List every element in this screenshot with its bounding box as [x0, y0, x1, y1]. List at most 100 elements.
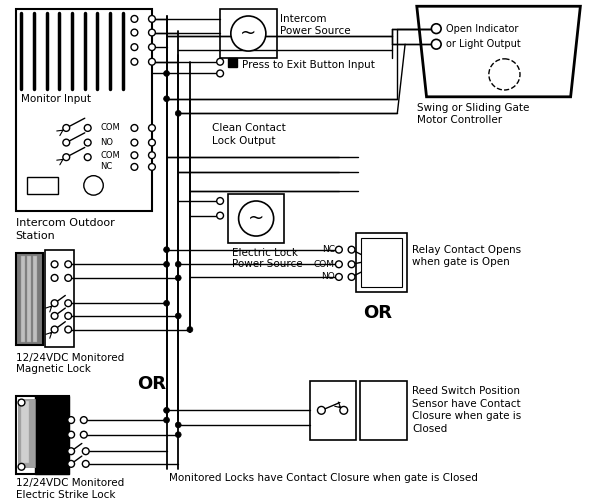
Circle shape	[68, 416, 74, 424]
Circle shape	[51, 300, 58, 306]
Circle shape	[432, 24, 441, 34]
Circle shape	[217, 70, 224, 77]
Circle shape	[131, 139, 138, 146]
Bar	[27, 176, 58, 194]
Bar	[361, 238, 402, 286]
Text: Swing or Sliding Gate: Swing or Sliding Gate	[417, 104, 529, 114]
Circle shape	[82, 448, 89, 454]
Circle shape	[131, 44, 138, 51]
Circle shape	[65, 312, 72, 320]
Text: Magnetic Lock: Magnetic Lock	[15, 364, 91, 374]
Text: Clean Contact: Clean Contact	[212, 123, 286, 133]
Text: Monitored Locks have Contact Closure when gate is Closed: Monitored Locks have Contact Closure whe…	[169, 474, 477, 484]
Text: Sensor have Contact: Sensor have Contact	[412, 398, 520, 408]
Text: COM: COM	[100, 150, 120, 160]
Circle shape	[51, 312, 58, 320]
Circle shape	[148, 152, 156, 158]
Circle shape	[148, 29, 156, 36]
Circle shape	[336, 274, 342, 280]
Circle shape	[131, 16, 138, 22]
Circle shape	[65, 261, 72, 268]
Circle shape	[336, 261, 342, 268]
Text: Lock Output: Lock Output	[212, 136, 276, 145]
Circle shape	[164, 70, 169, 76]
Bar	[228, 194, 284, 243]
Circle shape	[348, 246, 355, 253]
Text: NC: NC	[100, 162, 113, 172]
Bar	[228, 58, 237, 66]
Circle shape	[348, 274, 355, 280]
Bar	[35, 396, 69, 473]
Circle shape	[175, 432, 181, 438]
Circle shape	[336, 246, 342, 253]
Circle shape	[82, 460, 89, 468]
Bar	[21, 400, 29, 463]
Text: Electric Strike Lock: Electric Strike Lock	[15, 490, 115, 500]
Bar	[15, 396, 69, 473]
Circle shape	[164, 247, 169, 252]
Circle shape	[131, 124, 138, 132]
Circle shape	[131, 58, 138, 65]
Bar	[21, 256, 26, 342]
Text: Power Source: Power Source	[281, 26, 351, 36]
Circle shape	[68, 432, 74, 438]
Text: Station: Station	[15, 231, 55, 241]
Text: Electric Lock: Electric Lock	[232, 248, 298, 258]
Circle shape	[51, 261, 58, 268]
Circle shape	[63, 154, 70, 160]
Text: Motor Controller: Motor Controller	[417, 115, 502, 125]
Circle shape	[238, 201, 274, 236]
Circle shape	[231, 16, 266, 51]
Circle shape	[80, 416, 87, 424]
Circle shape	[148, 44, 156, 51]
Circle shape	[164, 300, 169, 306]
Bar	[45, 250, 74, 347]
Text: COM: COM	[100, 124, 120, 132]
Text: Open Indicator: Open Indicator	[446, 24, 519, 34]
Circle shape	[148, 58, 156, 65]
Circle shape	[84, 124, 91, 132]
Circle shape	[63, 139, 70, 146]
Bar	[15, 252, 43, 345]
Circle shape	[175, 422, 181, 428]
Circle shape	[65, 300, 72, 306]
Bar	[33, 256, 37, 342]
Text: COM: COM	[314, 260, 335, 269]
Circle shape	[187, 326, 193, 332]
Circle shape	[84, 176, 103, 195]
Text: OR: OR	[364, 304, 392, 322]
Circle shape	[68, 448, 74, 454]
Circle shape	[65, 274, 72, 281]
Circle shape	[51, 274, 58, 281]
Circle shape	[217, 58, 224, 65]
Circle shape	[348, 261, 355, 268]
Circle shape	[164, 417, 169, 423]
Bar	[361, 381, 407, 440]
Text: Monitor Input: Monitor Input	[21, 94, 91, 104]
Circle shape	[63, 124, 70, 132]
Bar	[27, 256, 31, 342]
Circle shape	[340, 406, 347, 414]
Circle shape	[318, 406, 325, 414]
Bar	[18, 398, 35, 467]
Circle shape	[148, 139, 156, 146]
Text: NO: NO	[100, 138, 113, 147]
Circle shape	[175, 262, 181, 267]
Text: NC: NC	[322, 245, 335, 254]
Text: Power Source: Power Source	[232, 260, 302, 270]
Circle shape	[164, 408, 169, 413]
Text: Intercom Outdoor: Intercom Outdoor	[15, 218, 114, 228]
Text: OR: OR	[138, 375, 166, 393]
Text: Intercom: Intercom	[281, 14, 327, 24]
Bar	[15, 9, 152, 210]
Text: NO: NO	[321, 272, 335, 281]
Polygon shape	[417, 6, 581, 97]
Text: ~: ~	[248, 209, 264, 228]
Text: Closure when gate is: Closure when gate is	[412, 411, 521, 421]
Circle shape	[131, 29, 138, 36]
Circle shape	[18, 464, 25, 470]
Text: Reed Switch Position: Reed Switch Position	[412, 386, 520, 396]
Circle shape	[164, 262, 169, 267]
Circle shape	[131, 164, 138, 170]
Circle shape	[84, 154, 91, 160]
